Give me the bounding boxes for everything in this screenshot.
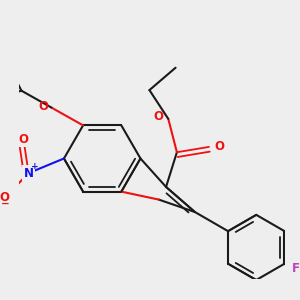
Text: F: F bbox=[292, 262, 300, 275]
Text: N: N bbox=[24, 167, 34, 180]
Text: O: O bbox=[214, 140, 224, 153]
Text: −: − bbox=[1, 199, 10, 209]
Text: O: O bbox=[39, 100, 49, 112]
Text: +: + bbox=[31, 162, 39, 171]
Text: O: O bbox=[153, 110, 163, 123]
Text: O: O bbox=[18, 133, 28, 146]
Text: O: O bbox=[0, 191, 10, 204]
